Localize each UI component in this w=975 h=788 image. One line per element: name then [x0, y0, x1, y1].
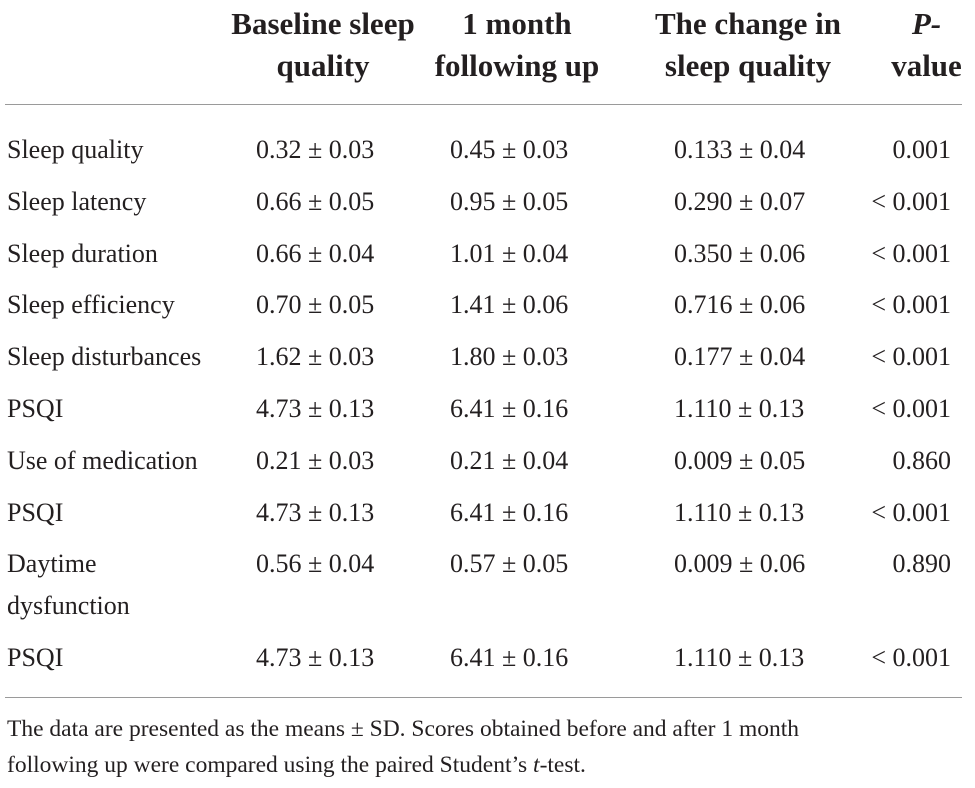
- change-value: 1.110 ± 0.13: [674, 498, 805, 527]
- row-label: Sleep quality: [7, 135, 144, 164]
- baseline-value: 4.73 ± 0.13: [256, 498, 375, 527]
- baseline-value: 4.73 ± 0.13: [256, 394, 375, 423]
- header-baseline-sleep-quality: Baseline sleep quality: [231, 6, 415, 83]
- table-footnote: The data are presented as the means ± SD…: [7, 711, 965, 783]
- p-value: 0.001: [892, 135, 952, 164]
- row-label: Daytime dysfunction: [7, 549, 130, 620]
- p-value: 0.890: [892, 549, 952, 578]
- baseline-value: 0.66 ± 0.04: [256, 239, 375, 268]
- baseline-value: 0.56 ± 0.04: [256, 549, 375, 578]
- row-label: PSQI: [7, 643, 64, 672]
- month-value: 0.95 ± 0.05: [450, 187, 569, 216]
- month-value: 6.41 ± 0.16: [450, 643, 569, 672]
- row-label: Sleep latency: [7, 187, 147, 216]
- change-value: 0.290 ± 0.07: [674, 187, 806, 216]
- p-value: < 0.001: [871, 643, 951, 672]
- p-value: < 0.001: [871, 290, 951, 319]
- p-value: < 0.001: [871, 342, 951, 371]
- change-value: 0.177 ± 0.04: [674, 342, 806, 371]
- row-label: Sleep duration: [7, 239, 158, 268]
- row-label: PSQI: [7, 394, 64, 423]
- header-divider: [5, 104, 962, 105]
- change-value: 1.110 ± 0.13: [674, 394, 805, 423]
- baseline-value: 0.32 ± 0.03: [256, 135, 375, 164]
- p-value: < 0.001: [871, 239, 951, 268]
- month-value: 6.41 ± 0.16: [450, 394, 569, 423]
- month-value: 0.45 ± 0.03: [450, 135, 569, 164]
- change-value: 0.009 ± 0.06: [674, 549, 806, 578]
- header-p-value: P- value: [891, 6, 962, 83]
- row-label: Sleep disturbances: [7, 342, 202, 371]
- month-value: 1.41 ± 0.06: [450, 290, 569, 319]
- row-label: Sleep efficiency: [7, 290, 175, 319]
- table-header: Baseline sleep quality 1 month following…: [0, 0, 975, 104]
- month-value: 1.80 ± 0.03: [450, 342, 569, 371]
- row-label: Use of medication: [7, 446, 198, 475]
- change-value: 0.133 ± 0.04: [674, 135, 806, 164]
- month-value: 0.21 ± 0.04: [450, 446, 569, 475]
- month-value: 0.57 ± 0.05: [450, 549, 569, 578]
- change-value: 0.009 ± 0.05: [674, 446, 806, 475]
- baseline-value: 4.73 ± 0.13: [256, 643, 375, 672]
- header-one-month-following-up: 1 month following up: [434, 6, 600, 83]
- change-value: 1.110 ± 0.13: [674, 643, 805, 672]
- p-value: < 0.001: [871, 498, 951, 527]
- baseline-value: 0.70 ± 0.05: [256, 290, 375, 319]
- month-value: 1.01 ± 0.04: [450, 239, 569, 268]
- baseline-value: 0.21 ± 0.03: [256, 446, 375, 475]
- footer-divider: [5, 697, 962, 698]
- header-change-in-sleep-quality: The change in sleep quality: [654, 6, 842, 83]
- month-value: 6.41 ± 0.16: [450, 498, 569, 527]
- change-value: 0.716 ± 0.06: [674, 290, 806, 319]
- p-value: < 0.001: [871, 394, 951, 423]
- footnote-line-2: following up were compared using the pai…: [7, 752, 586, 778]
- p-value: < 0.001: [871, 187, 951, 216]
- p-value: 0.860: [892, 446, 952, 475]
- footnote-line-1: The data are presented as the means ± SD…: [7, 716, 800, 742]
- baseline-value: 1.62 ± 0.03: [256, 342, 375, 371]
- row-label: PSQI: [7, 498, 64, 527]
- baseline-value: 0.66 ± 0.05: [256, 187, 375, 216]
- change-value: 0.350 ± 0.06: [674, 239, 806, 268]
